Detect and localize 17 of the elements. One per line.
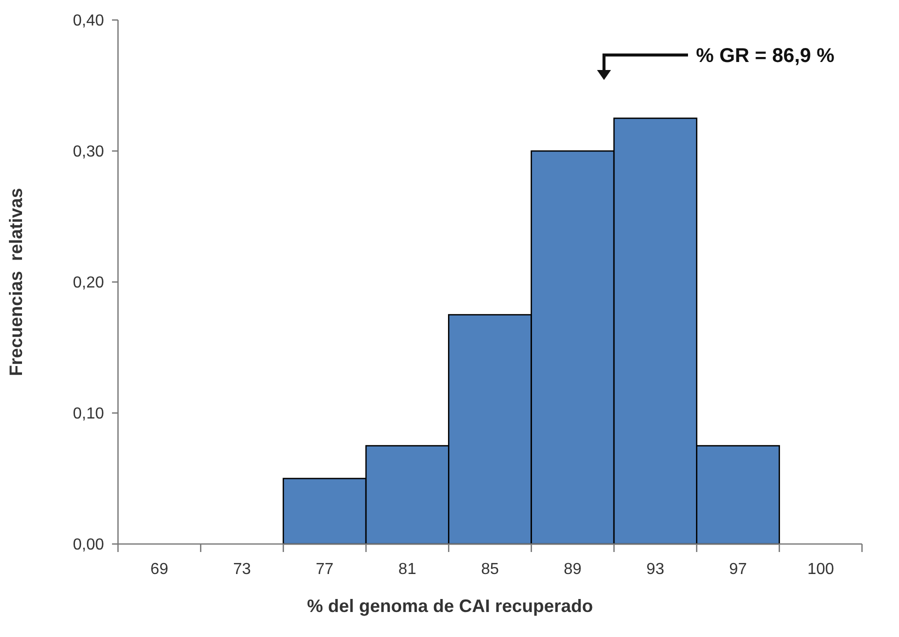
x-tick-label: 89 bbox=[564, 561, 582, 578]
y-tick-label: 0,20 bbox=[72, 274, 104, 292]
x-tick-label: 97 bbox=[729, 561, 747, 578]
y-tick-label: 0,10 bbox=[72, 406, 104, 423]
x-axis-title: % del genoma de CAI recuperado bbox=[306, 596, 594, 616]
y-axis-title: Frecuencias relativas bbox=[6, 188, 26, 376]
x-tick-label: 100 bbox=[807, 561, 834, 578]
x-tick-label: 69 bbox=[150, 561, 168, 578]
annotation: % GR = 86,9 % bbox=[696, 45, 835, 67]
x-tick-label: 77 bbox=[316, 561, 334, 578]
x-tick-label: 81 bbox=[398, 561, 416, 578]
y-tick-label: 0,00 bbox=[72, 536, 104, 554]
x-tick-label: 73 bbox=[233, 561, 251, 578]
y-tick-label: 0,30 bbox=[72, 144, 104, 161]
x-tick-label: 85 bbox=[481, 561, 499, 578]
x-tick-label: 93 bbox=[646, 561, 664, 578]
y-tick-label: 0,40 bbox=[72, 12, 104, 30]
